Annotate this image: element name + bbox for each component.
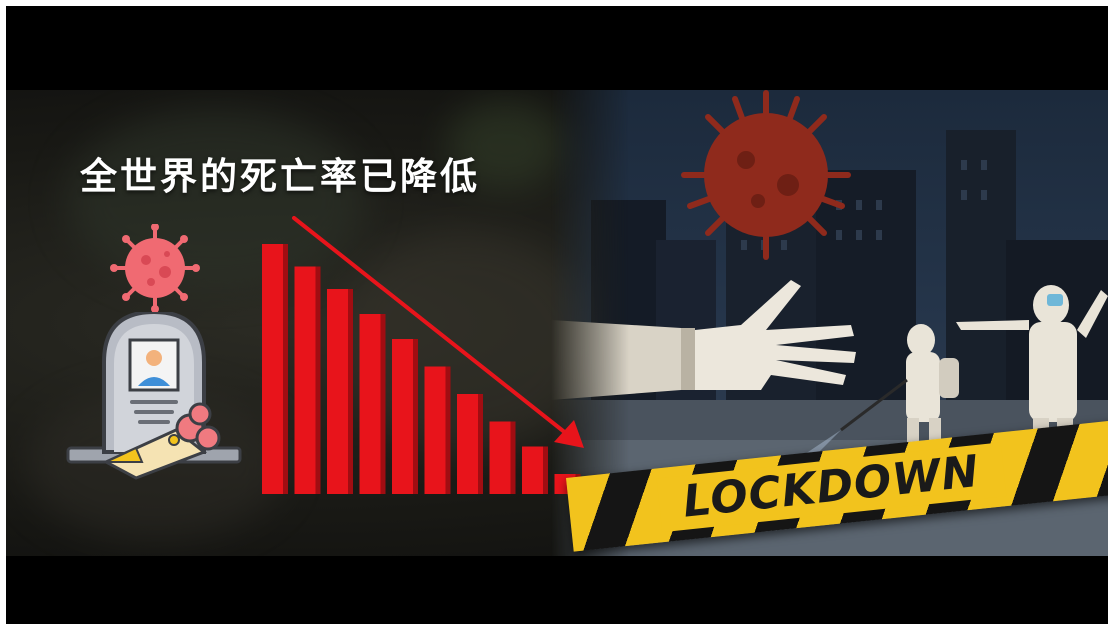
building [816,170,916,410]
background-blur [66,110,366,290]
bar-shade [478,394,483,494]
gravestone-icon [66,312,242,480]
background-blur [446,100,566,190]
headline-text: 全世界的死亡率已降低 [80,155,480,198]
down-arrow-head [554,420,584,448]
down-arrow-icon [292,216,574,440]
thumbnail-scene: 全世界的死亡率已降低 [6,90,1108,556]
bar-shade [283,244,288,494]
virus-icon [110,224,200,312]
bar-shade [510,421,516,494]
bar-shade [380,314,386,494]
bar-shade [445,366,451,494]
flower-bouquet-icon [102,402,221,480]
video-frame: 全世界的死亡率已降低 [6,6,1108,624]
bar-shade [413,339,418,494]
coronavirus-illustration [681,90,851,260]
gloved-hand-illustration [551,280,856,400]
falling-bar-chart-graphic [262,216,584,494]
bar-shade [315,266,321,494]
bar-shade [543,446,548,494]
bar-shade [348,289,353,494]
